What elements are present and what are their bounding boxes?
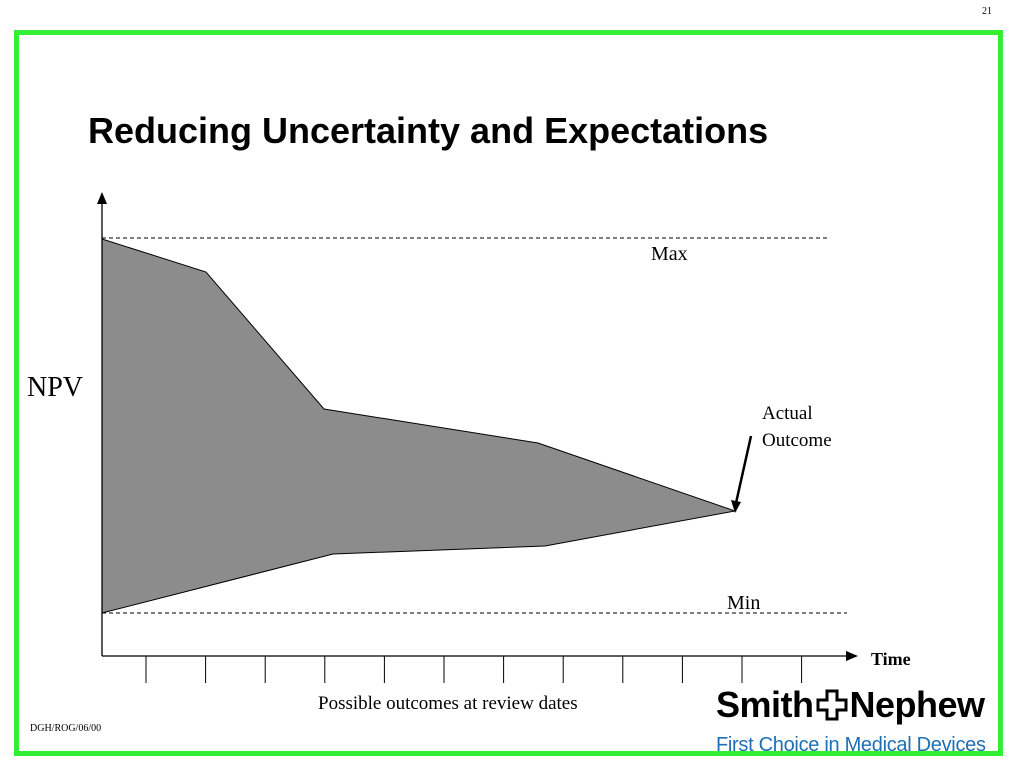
min-label: Min — [727, 592, 760, 614]
smith-nephew-logo: Smith Nephew — [716, 684, 985, 726]
logo-name-part2: Nephew — [849, 684, 986, 725]
y-axis-arrowhead — [97, 192, 107, 204]
max-label: Max — [651, 243, 688, 265]
actual-outcome-label-line1: Actual — [762, 403, 813, 424]
logo-name-part1: Smith — [716, 684, 814, 725]
logo-tagline: First Choice in Medical Devices — [716, 734, 986, 756]
page-number: 21 — [982, 6, 992, 17]
plus-cross-icon — [816, 689, 848, 721]
actual-outcome-label-line2: Outcome — [762, 430, 832, 451]
x-axis-arrowhead — [846, 651, 858, 661]
actual-outcome-arrow — [734, 435, 753, 504]
review-dates-caption: Possible outcomes at review dates — [318, 693, 578, 714]
footer-code: DGH/ROG/06/00 — [30, 723, 102, 734]
y-axis-label: NPV — [27, 372, 83, 403]
review-date-ticks — [145, 656, 803, 683]
x-axis-label: Time — [871, 649, 911, 669]
uncertainty-band — [101, 238, 737, 614]
slide-frame — [14, 30, 1003, 756]
actual-outcome-arrowhead — [731, 500, 741, 513]
slide-title: Reducing Uncertainty and Expectations — [88, 110, 769, 151]
